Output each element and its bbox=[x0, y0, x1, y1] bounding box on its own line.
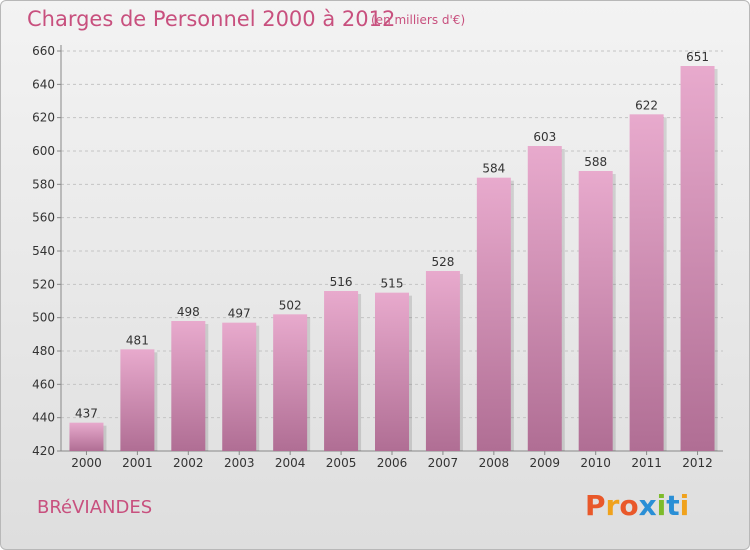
value-label: 498 bbox=[177, 305, 200, 319]
value-label: 515 bbox=[381, 277, 404, 291]
bar bbox=[324, 291, 359, 451]
chart-title: Charges de Personnel 2000 à 2012 bbox=[27, 7, 396, 31]
x-tick-label: 2006 bbox=[377, 456, 408, 470]
x-tick-label: 2007 bbox=[428, 456, 459, 470]
bar bbox=[680, 66, 715, 451]
y-tick-label: 500 bbox=[32, 311, 55, 325]
bar bbox=[629, 114, 664, 451]
y-tick-label: 600 bbox=[32, 144, 55, 158]
logo-letter: i bbox=[656, 489, 667, 522]
x-tick-label: 2003 bbox=[224, 456, 255, 470]
y-tick-label: 660 bbox=[32, 44, 55, 58]
bar bbox=[476, 177, 511, 451]
bar bbox=[69, 422, 104, 451]
bars bbox=[69, 66, 718, 451]
x-tick-label: 2001 bbox=[122, 456, 153, 470]
y-tick-label: 540 bbox=[32, 244, 55, 258]
value-label: 502 bbox=[279, 298, 302, 312]
y-tick-label: 460 bbox=[32, 377, 55, 391]
y-tick-label: 420 bbox=[32, 444, 55, 458]
x-tick-label: 2005 bbox=[326, 456, 357, 470]
x-tick-label: 2008 bbox=[479, 456, 510, 470]
logo-letter: i bbox=[679, 489, 690, 522]
bar bbox=[375, 292, 409, 451]
proxiti-logo: Proxiti bbox=[585, 489, 689, 522]
x-tick-label: 2004 bbox=[275, 456, 306, 470]
bar bbox=[171, 321, 206, 451]
chart-subtitle: (en milliers d'€) bbox=[371, 13, 466, 27]
x-tick-label: 2002 bbox=[173, 456, 204, 470]
bar bbox=[273, 314, 308, 451]
value-label: 497 bbox=[228, 307, 251, 321]
y-tick-label: 520 bbox=[32, 277, 55, 291]
value-label: 516 bbox=[330, 275, 353, 289]
logo-letter: o bbox=[619, 489, 639, 522]
y-tick-label: 580 bbox=[32, 177, 55, 191]
x-tick-label: 2000 bbox=[71, 456, 102, 470]
bar bbox=[222, 322, 257, 451]
logo-letter: t bbox=[666, 489, 680, 522]
bar bbox=[425, 271, 460, 451]
x-tick-label: 2011 bbox=[631, 456, 662, 470]
x-tick-label: 2010 bbox=[580, 456, 611, 470]
value-labels: 437 481 498 497 502 516 515 528 584 603 588 622 651 bbox=[75, 50, 709, 421]
y-tick-label: 560 bbox=[32, 211, 55, 225]
y-tick-label: 620 bbox=[32, 111, 55, 125]
x-tick-label: 2009 bbox=[529, 456, 560, 470]
logo-letter: x bbox=[638, 489, 657, 522]
y-tick-label: 480 bbox=[32, 344, 55, 358]
value-label: 481 bbox=[126, 333, 149, 347]
y-tick-label: 440 bbox=[32, 411, 55, 425]
value-label: 588 bbox=[584, 155, 607, 169]
x-tick-label: 2012 bbox=[682, 456, 713, 470]
bar bbox=[527, 146, 562, 451]
x-tick-labels: 2000 2001 2002 2003 2004 2005 2006 2007 2008 2009… bbox=[71, 456, 713, 470]
value-label: 437 bbox=[75, 407, 98, 421]
bar bbox=[578, 171, 613, 451]
y-tick-label: 640 bbox=[32, 77, 55, 91]
value-label: 622 bbox=[635, 98, 658, 112]
value-label: 528 bbox=[431, 255, 454, 269]
bar bbox=[120, 349, 155, 451]
logo-letter: r bbox=[605, 489, 620, 522]
logo-letter: P bbox=[585, 489, 606, 522]
value-label: 584 bbox=[482, 162, 505, 176]
value-label: 651 bbox=[686, 50, 709, 64]
commune-name: BRéVIANDES bbox=[37, 497, 153, 518]
y-tick-labels: 420 440 460 480 500 520 540 560 580 600 620 640 660 bbox=[32, 44, 55, 458]
value-label: 603 bbox=[533, 130, 556, 144]
